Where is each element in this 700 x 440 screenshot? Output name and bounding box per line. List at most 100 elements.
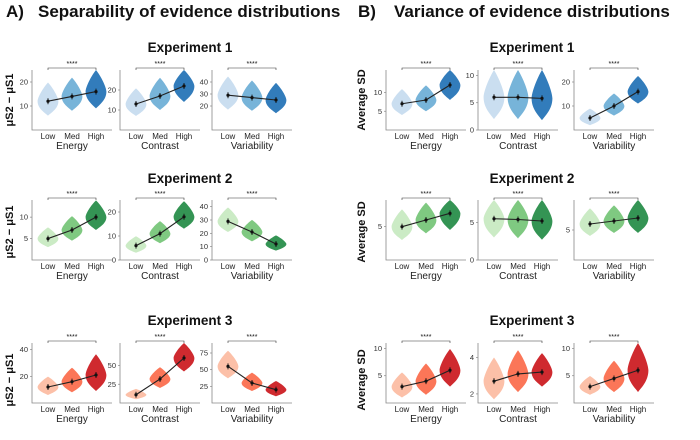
significance-bracket: [135, 340, 185, 343]
x-category-label: Med: [418, 132, 434, 141]
panel-a-title: Separability of evidence distributions: [38, 2, 340, 21]
x-category-label: High: [176, 405, 192, 414]
y-tick-label: 50: [200, 365, 208, 374]
subplot-b-exp1-variability: 10 20 Low Med High **** Variability: [562, 61, 654, 152]
subplot-b-exp2-energy: 5 Low Med High **** Energy: [378, 191, 466, 282]
y-tick-label: 5: [566, 371, 570, 380]
x-category-label: Low: [487, 405, 502, 414]
y-tick-label: 20: [20, 78, 28, 87]
x-category-label: High: [442, 405, 458, 414]
subplot-b-exp1-contrast: 0 5 10 Low Med High **** Contrast: [466, 61, 558, 152]
y-tick-label: 10: [562, 102, 570, 111]
y-tick-label: 10: [108, 232, 116, 241]
mean-point: [274, 388, 278, 392]
panel-a-letter: A): [6, 2, 24, 21]
x-axis-label: Variability: [231, 141, 274, 152]
mean-point: [226, 219, 230, 223]
mean-point: [70, 380, 74, 384]
mean-point: [182, 215, 186, 219]
x-axis-label: Energy: [56, 141, 88, 152]
x-category-label: Med: [606, 405, 622, 414]
mean-point: [612, 104, 616, 108]
exp2-title-a: Experiment 2: [148, 171, 233, 186]
significance-stars: ****: [67, 334, 78, 341]
mean-point: [636, 368, 640, 372]
x-category-label: Low: [395, 132, 410, 141]
violin-high: [531, 70, 553, 121]
y-tick-label: 10: [466, 71, 474, 80]
mean-point: [448, 368, 452, 372]
x-category-label: Low: [395, 405, 410, 414]
x-category-label: Med: [244, 132, 260, 141]
x-axis-label: Variability: [231, 414, 274, 425]
axes-frame: [31, 200, 112, 261]
significance-stars: ****: [247, 334, 258, 341]
exp3-title-a: Experiment 3: [148, 313, 233, 328]
significance-stars: ****: [155, 334, 166, 341]
x-category-label: Med: [64, 405, 80, 414]
x-category-label: Med: [152, 262, 168, 271]
x-category-label: Med: [510, 405, 526, 414]
significance-bracket: [589, 197, 639, 200]
mean-point: [424, 379, 428, 383]
significance-bracket: [589, 340, 639, 343]
significance-bracket: [493, 340, 543, 343]
mean-point: [46, 236, 50, 241]
significance-stars: ****: [513, 191, 524, 198]
subplot-b-exp3-contrast: 2 4 Low Med High **** Contrast: [470, 334, 558, 425]
exp1-title-b: Experiment 1: [490, 40, 575, 55]
mean-point: [226, 93, 230, 97]
significance-bracket: [227, 197, 277, 200]
x-axis-label: Energy: [410, 414, 442, 425]
mean-point: [182, 356, 186, 360]
mean-point: [588, 222, 592, 226]
mean-point: [400, 225, 404, 229]
subplot-a-exp2-variability: 0 10 20 30 40 Low Med High **** Variability: [200, 191, 292, 282]
x-category-label: Low: [129, 262, 144, 271]
x-category-label: High: [442, 262, 458, 271]
x-axis-label: Contrast: [141, 271, 179, 282]
y-tick-label: 10: [562, 344, 570, 353]
x-category-label: High: [88, 132, 104, 141]
x-category-label: Med: [64, 262, 80, 271]
significance-stars: ****: [609, 191, 620, 198]
x-category-label: Med: [418, 405, 434, 414]
x-category-label: Low: [583, 405, 598, 414]
axes-frame: [573, 200, 654, 261]
subplot-a-exp1-energy: 10 20 Low Med High **** Energy: [20, 61, 112, 152]
subplot-a-exp3-variability: 25 50 75 Low Med High **** Variability: [200, 334, 292, 425]
mean-point: [588, 116, 592, 120]
ylabel-a-exp2: μS2 − μS1: [4, 206, 16, 259]
mean-point: [182, 84, 186, 88]
x-category-label: High: [268, 405, 284, 414]
x-axis-label: Energy: [410, 141, 442, 152]
mean-point: [250, 96, 254, 100]
x-axis-label: Energy: [56, 271, 88, 282]
x-category-label: Low: [41, 262, 56, 271]
x-category-label: Low: [395, 262, 410, 271]
y-tick-label: 5: [378, 107, 382, 116]
x-category-label: Low: [487, 262, 502, 271]
x-category-label: High: [630, 132, 646, 141]
y-tick-label: 25: [200, 382, 208, 391]
x-axis-label: Contrast: [499, 414, 537, 425]
x-category-label: Med: [418, 262, 434, 271]
x-axis-label: Variability: [593, 271, 636, 282]
x-category-label: High: [88, 262, 104, 271]
y-tick-label: 20: [108, 86, 116, 95]
y-tick-label: 4: [470, 353, 474, 362]
mean-point: [588, 385, 592, 389]
axes-frame: [385, 343, 466, 404]
axes-frame: [385, 200, 466, 261]
ylabel-b-exp3: Average SD: [356, 349, 368, 410]
x-category-label: Med: [64, 132, 80, 141]
x-axis-label: Energy: [410, 271, 442, 282]
mean-point: [134, 393, 138, 397]
x-axis-label: Contrast: [141, 141, 179, 152]
subplot-a-exp3-contrast: 25 50 Low Med High **** Contrast: [108, 334, 200, 425]
y-tick-label: 25: [108, 380, 116, 389]
significance-bracket: [589, 67, 639, 70]
significance-bracket: [401, 67, 451, 70]
axes-frame: [477, 343, 558, 404]
